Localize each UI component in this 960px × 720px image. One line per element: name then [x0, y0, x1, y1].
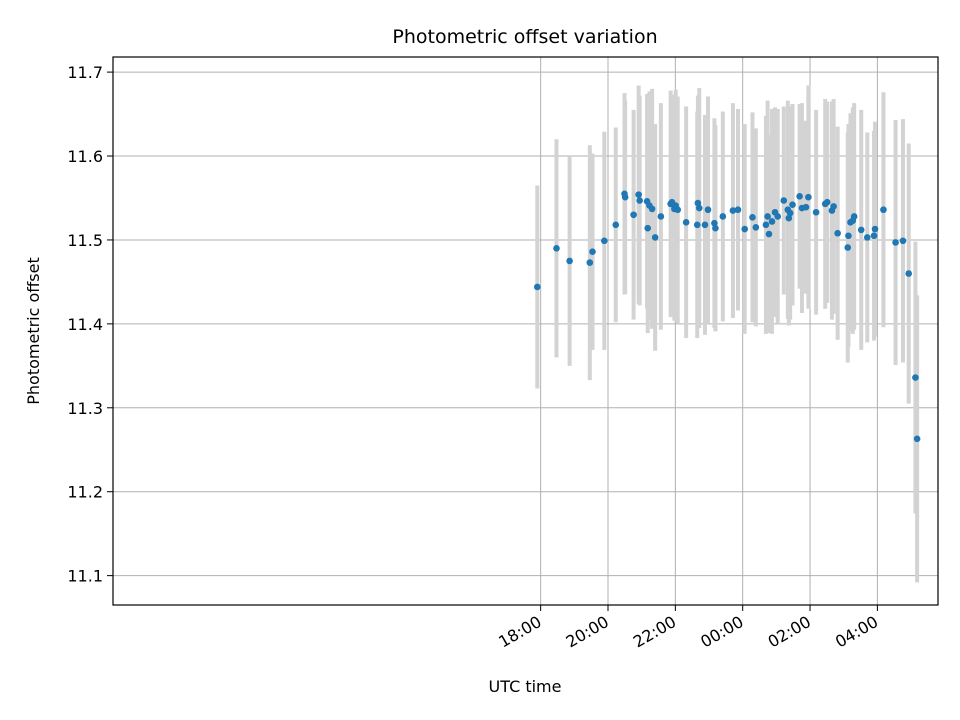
data-point — [729, 207, 737, 214]
x-axis-ticks: 18:00 20:00 22:00 00:00 02:00 04:00 — [495, 605, 881, 652]
data-point — [749, 213, 756, 221]
data-point — [566, 257, 573, 265]
data-point — [899, 237, 907, 245]
x-tick-label: 00:00 — [697, 612, 746, 652]
data-point — [789, 201, 796, 208]
y-tick-label: 11.6 — [67, 147, 103, 166]
y-tick-label: 11.1 — [67, 567, 103, 586]
data-point — [796, 193, 803, 200]
data-point — [850, 213, 858, 220]
data-point — [600, 237, 608, 245]
data-point — [844, 244, 852, 251]
plot-frame — [112, 56, 939, 606]
data-point — [635, 191, 642, 198]
chart-title: Photometric offset variation — [392, 26, 657, 48]
data-point — [762, 221, 770, 229]
data-point — [892, 239, 899, 246]
data-point — [912, 374, 919, 381]
data-point — [905, 270, 913, 277]
data-point — [768, 218, 776, 225]
y-tick-label: 11.2 — [67, 483, 103, 502]
data-point — [830, 203, 837, 210]
data-point — [802, 203, 810, 211]
data-point — [870, 232, 878, 240]
grid-lines — [113, 57, 938, 605]
data-point — [765, 230, 773, 238]
data-point — [651, 234, 659, 241]
data-point — [553, 245, 560, 252]
data-point — [701, 221, 709, 229]
y-tick-label: 11.3 — [67, 399, 103, 418]
data-point — [764, 213, 771, 220]
data-point — [880, 206, 887, 214]
data-point — [636, 197, 643, 204]
data-point — [845, 232, 852, 240]
error-bars — [535, 85, 920, 583]
data-point — [741, 225, 749, 233]
data-point — [719, 213, 727, 220]
data-point — [913, 435, 921, 443]
x-tick-label: 04:00 — [832, 612, 881, 652]
data-point — [693, 221, 701, 229]
y-tick-label: 11.5 — [67, 231, 103, 250]
data-point — [857, 226, 865, 234]
data-point — [711, 219, 718, 227]
data-point — [774, 213, 782, 220]
data-point — [630, 211, 637, 219]
data-point — [786, 209, 794, 217]
y-axis-label: Photometric offset — [24, 257, 43, 405]
data-point — [694, 199, 702, 207]
data-point — [780, 197, 788, 204]
x-tick-label: 18:00 — [495, 612, 544, 652]
data-point — [612, 221, 620, 229]
data-point — [863, 234, 871, 241]
data-point — [734, 206, 742, 214]
x-tick-label: 20:00 — [563, 612, 612, 652]
data-point — [871, 225, 879, 233]
x-tick-label: 22:00 — [630, 612, 679, 652]
data-point — [785, 214, 793, 222]
data-point — [589, 248, 596, 255]
y-axis-ticks: 11.1 11.2 11.3 11.4 11.5 11.6 11.7 — [67, 63, 113, 586]
y-tick-label: 11.7 — [67, 63, 103, 82]
data-point — [657, 213, 665, 220]
data-point — [586, 259, 594, 266]
data-point — [674, 206, 682, 214]
data-point — [812, 208, 820, 216]
data-point — [644, 224, 652, 232]
data-point — [752, 224, 760, 231]
data-point — [621, 193, 629, 201]
data-point — [712, 224, 719, 232]
data-point — [834, 229, 841, 237]
x-tick-label: 02:00 — [765, 612, 814, 652]
data-point — [682, 219, 690, 226]
data-point — [695, 204, 703, 212]
x-axis-label: UTC time — [489, 677, 562, 696]
data-point — [648, 205, 656, 213]
data-point — [823, 198, 831, 206]
data-point — [805, 193, 812, 201]
y-tick-label: 11.4 — [67, 315, 103, 334]
data-points — [533, 190, 921, 443]
data-point — [704, 206, 712, 214]
data-point — [533, 283, 541, 291]
